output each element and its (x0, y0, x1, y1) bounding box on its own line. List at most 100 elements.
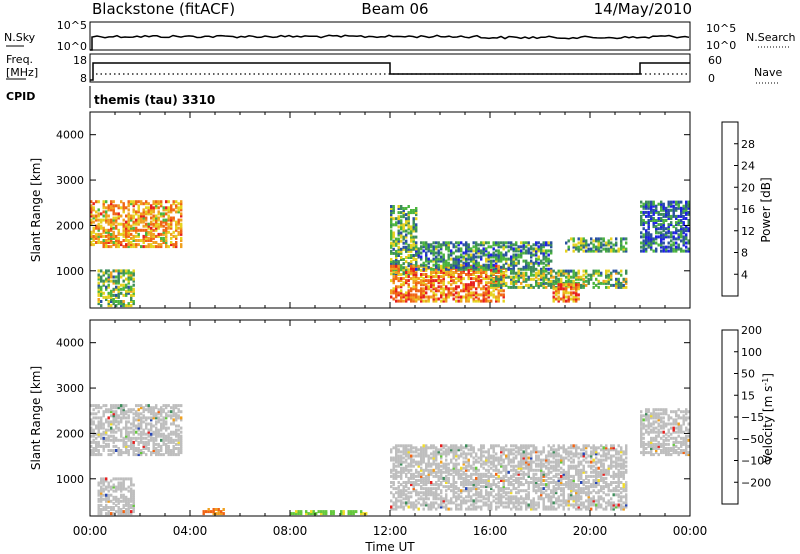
heatmap-cell (135, 449, 138, 452)
heatmap-cell (532, 497, 535, 501)
heatmap-cell (132, 503, 135, 507)
heatmap-cell (420, 268, 423, 272)
heatmap-cell (407, 225, 410, 229)
heatmap-cell (120, 412, 123, 416)
heatmap-cell (97, 491, 100, 495)
heatmap-cell (662, 206, 665, 210)
heatmap-cell (490, 446, 493, 450)
heatmap-cell (645, 210, 648, 214)
heatmap-cell (670, 231, 673, 235)
heatmap-cell (140, 422, 143, 426)
heatmap-cell (102, 489, 105, 493)
heatmap-cell (527, 493, 530, 497)
heatmap-cell (410, 446, 413, 450)
heatmap-cell (390, 235, 393, 239)
heatmap-cell (597, 279, 600, 283)
heatmap-cell (400, 221, 403, 225)
heatmap-cell (517, 446, 520, 450)
heatmap-cell (132, 432, 135, 436)
heatmap-cell (567, 283, 570, 287)
heatmap-cell (527, 503, 530, 507)
heatmap-cell (522, 245, 525, 249)
heatmap-cell (137, 404, 140, 408)
heatmap-cell (682, 223, 685, 227)
heatmap-cell (157, 428, 160, 432)
heatmap-cell (462, 497, 465, 501)
heatmap-cell (117, 420, 120, 424)
heatmap-cell (457, 493, 460, 497)
heatmap-cell (495, 472, 498, 476)
heatmap-cell (90, 232, 93, 236)
heatmap-cell (540, 452, 543, 456)
heatmap-cell (520, 273, 523, 277)
heatmap-cell (525, 283, 528, 287)
heatmap-cell (395, 501, 398, 505)
heatmap-cell (475, 483, 478, 487)
heatmap-cell (642, 245, 645, 249)
heatmap-cell (572, 239, 575, 243)
heatmap-cell (542, 501, 545, 505)
heatmap-cell (542, 251, 545, 255)
heatmap-cell (152, 442, 155, 446)
heatmap-cell (432, 503, 435, 507)
heatmap-cell (400, 444, 403, 448)
heatmap-cell (165, 444, 168, 448)
heatmap-cell (117, 483, 120, 487)
heatmap-cell (145, 239, 148, 242)
heatmap-cell (390, 211, 393, 215)
heatmap-cell (467, 243, 470, 247)
heatmap-cell (432, 267, 435, 271)
heatmap-cell (427, 259, 430, 263)
heatmap-cell (547, 271, 550, 275)
heatmap-cell (570, 464, 573, 468)
heatmap-cell (505, 470, 508, 474)
heatmap-cell (432, 462, 435, 466)
heatmap-cell (497, 487, 500, 491)
heatmap-cell (402, 272, 405, 276)
heatmap-cell (390, 264, 393, 268)
heatmap-cell (180, 226, 183, 230)
heatmap-cell (147, 210, 150, 214)
heatmap-cell (490, 268, 493, 272)
heatmap-cell (525, 263, 528, 267)
heatmap-cell (562, 289, 565, 293)
heatmap-cell (685, 227, 688, 231)
heatmap-cell (530, 277, 533, 281)
heatmap-cell (157, 224, 160, 228)
heatmap-cell (127, 212, 130, 216)
heatmap-cell (497, 249, 500, 253)
heatmap-cell (610, 245, 613, 249)
heatmap-cell (517, 466, 520, 470)
heatmap-cell (622, 283, 625, 287)
heatmap-cell (405, 483, 408, 487)
heatmap-cell (422, 263, 425, 267)
heatmap-cell (172, 218, 175, 222)
heatmap-cell (590, 273, 593, 277)
heatmap-cell (100, 497, 103, 501)
heatmap-cell (442, 479, 445, 482)
heatmap-cell (497, 497, 500, 501)
heatmap-cell (477, 472, 480, 476)
heatmap-cell (452, 297, 455, 301)
heatmap-cell (467, 462, 470, 466)
heatmap-cell (515, 249, 518, 253)
heatmap-cell (510, 474, 513, 478)
heatmap-cell (420, 472, 423, 476)
heatmap-cell (110, 226, 113, 230)
heatmap-cell (550, 452, 553, 456)
heatmap-cell (462, 255, 465, 259)
heatmap-cell (105, 269, 108, 273)
heatmap-cell (680, 206, 683, 210)
heatmap-cell (132, 449, 135, 452)
heatmap-cell (617, 281, 620, 285)
heatmap-cell (122, 206, 125, 210)
heatmap-cell (517, 462, 520, 466)
heatmap-cell (445, 273, 448, 276)
heatmap-cell (160, 222, 163, 226)
heatmap-cell (677, 204, 680, 208)
heatmap-cell (135, 453, 138, 457)
heatmap-cell (125, 289, 128, 293)
heatmap-cell (115, 239, 118, 242)
heatmap-cell (555, 489, 558, 493)
heatmap-cell (397, 219, 400, 223)
